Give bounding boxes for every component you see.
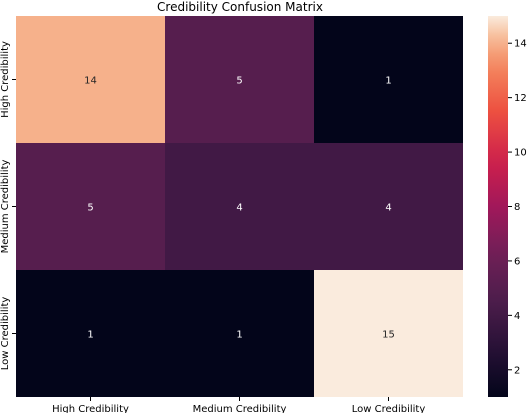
heatmap-cell [314,143,463,270]
y-tick-label: Low Credibility [0,297,11,371]
chart-title: Credibility Confusion Matrix [157,0,323,14]
colorbar-tick-label: 12 [514,93,527,104]
colorbar-tick-label: 14 [514,39,527,50]
heatmap-cell [165,143,314,270]
cell-value-label: 4 [385,203,391,214]
heatmap-cell [165,270,314,397]
colorbar-tick-label: 6 [514,256,520,267]
x-tick-label: Low Credibility [352,404,426,413]
heatmap-cell [165,16,314,143]
heatmap-cell [16,16,165,143]
x-tick-label: Medium Credibility [193,404,287,413]
colorbar: 2 4 6 8 10 12 14 [488,16,527,397]
y-tick-label: High Credibility [0,41,11,118]
heatmap-cell [314,16,463,143]
colorbar-tick-label: 8 [514,202,520,213]
x-tick-label: High Credibility [52,404,129,413]
heatmap-cells: 14 5 15 4 41 1 15 [16,16,463,397]
heatmap-cell [314,270,463,397]
y-axis: High Credibility Medium Credibility Low Cr… [0,41,16,370]
colorbar-tick-label: 4 [514,311,520,322]
colorbar-tick-label: 10 [514,148,527,159]
x-axis: High Credibility Medium Credibility Low Cr… [52,397,425,413]
heatmap-cell [16,143,165,270]
cell-value-label: 14 [84,76,97,87]
cell-value-label: 15 [382,330,395,341]
cell-value-label: 5 [236,76,242,87]
cell-value-label: 1 [385,76,391,87]
heatmap-cell [16,270,165,397]
y-tick-label: Medium Credibility [0,160,11,254]
cell-value-label: 1 [236,330,242,341]
cell-value-label: 4 [236,203,242,214]
colorbar-tick-label: 2 [514,365,520,376]
cell-value-label: 5 [87,203,93,214]
colorbar-gradient [488,16,508,397]
cell-value-label: 1 [87,330,93,341]
